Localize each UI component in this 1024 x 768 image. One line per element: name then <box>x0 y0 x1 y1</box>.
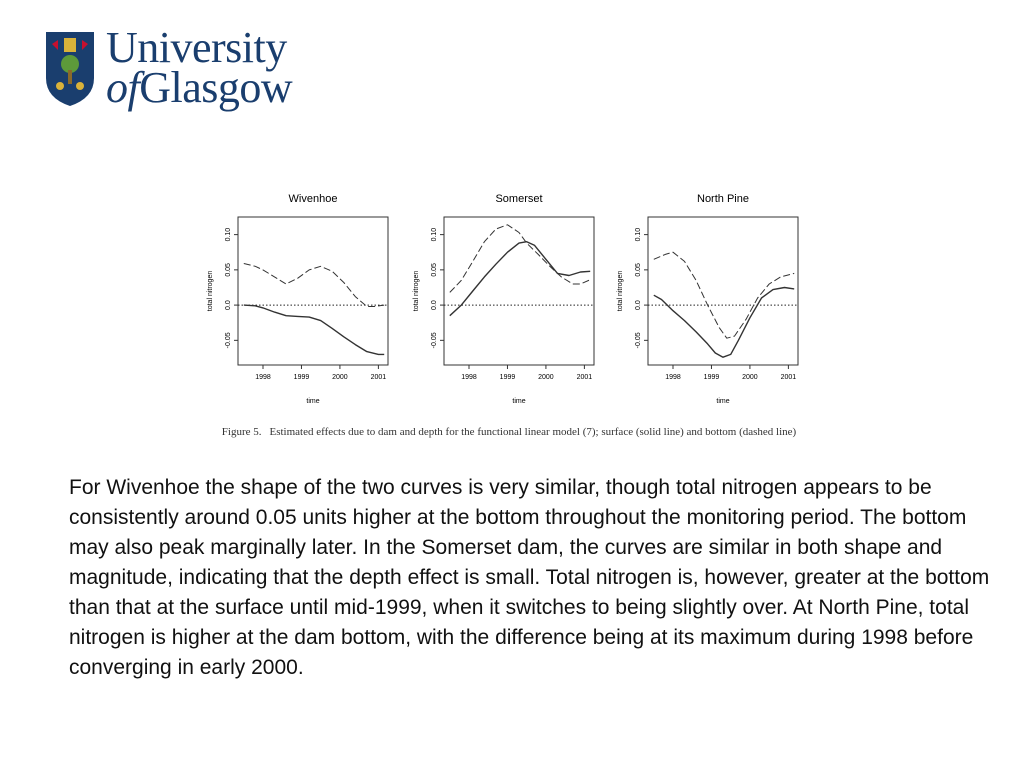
figure-label: Figure 5. <box>221 426 262 438</box>
x-tick-label: 2000 <box>742 374 758 381</box>
body-paragraph: For Wivenhoe the shape of the two curves… <box>69 476 990 679</box>
surface-series-line <box>449 241 591 317</box>
y-tick-label: 0.05 <box>635 263 642 277</box>
chart-panel-1: Wivenhoe 1998 1999 2000 2001 -0.05 0.0 0.05 0.10… <box>207 193 389 405</box>
y-tick-label: -0.05 <box>225 332 232 348</box>
chart-panel-2: Somerset 1998 1999 2000 2001 -0.05 0.0 0.05 0.10… <box>413 193 595 405</box>
x-axis-label: time <box>306 398 319 405</box>
x-tick-label: 2001 <box>577 374 593 381</box>
bottom-series-line <box>449 224 591 293</box>
figure-caption: Figure 5. Estimated effects due to dam an… <box>164 424 854 440</box>
y-tick-label: -0.05 <box>431 332 438 348</box>
x-tick-label: 1999 <box>500 374 516 381</box>
x-tick-label: 1999 <box>294 374 310 381</box>
y-tick-label: 0.0 <box>225 300 232 310</box>
figure-5-charts: Wivenhoe 1998 1999 2000 2001 -0.05 0.0 0.05 0.10… <box>207 193 799 405</box>
x-tick-label: 1999 <box>704 374 720 381</box>
plot-frame <box>443 216 595 366</box>
chart-title: Wivenhoe <box>289 193 338 205</box>
x-tick-label: 2000 <box>538 374 554 381</box>
crest-icon <box>46 32 94 106</box>
chart-title: Somerset <box>495 193 542 205</box>
x-tick-label: 2001 <box>371 374 387 381</box>
y-axis-label: total nitrogen <box>207 271 214 312</box>
y-axis-label: total nitrogen <box>617 271 624 312</box>
university-logo: University ofGlasgow <box>44 23 304 112</box>
x-tick-label: 2001 <box>781 374 797 381</box>
y-tick-label: 0.05 <box>431 263 438 277</box>
surface-series-line <box>243 304 385 356</box>
y-tick-label: 0.0 <box>431 300 438 310</box>
y-tick-label: 0.10 <box>225 228 232 242</box>
y-tick-label: 0.10 <box>431 228 438 242</box>
bottom-series-line <box>243 263 385 307</box>
x-tick-label: 2000 <box>332 374 348 381</box>
x-axis-label: time <box>512 398 525 405</box>
logo-wordmark-glasgow: ofGlasgow <box>106 63 293 112</box>
bottom-series-line <box>653 251 795 339</box>
y-tick-label: -0.05 <box>635 332 642 348</box>
plot-frame <box>647 216 799 366</box>
x-tick-label: 1998 <box>255 374 271 381</box>
y-tick-label: 0.10 <box>635 228 642 242</box>
chart-panel-3: North Pine 1998 1999 2000 2001 -0.05 0.0 0.05 0.… <box>617 193 799 405</box>
y-axis-label: total nitrogen <box>413 271 420 312</box>
x-tick-label: 1998 <box>461 374 477 381</box>
plot-frame <box>237 216 389 366</box>
x-tick-label: 1998 <box>665 374 681 381</box>
x-axis-label: time <box>716 398 729 405</box>
chart-title: North Pine <box>697 193 749 205</box>
figure-caption-text: Estimated effects due to dam and depth f… <box>269 426 797 438</box>
y-tick-label: 0.05 <box>225 263 232 277</box>
y-tick-label: 0.0 <box>635 300 642 310</box>
surface-series-line <box>653 286 795 358</box>
logo-wordmark-university: University <box>106 23 287 72</box>
